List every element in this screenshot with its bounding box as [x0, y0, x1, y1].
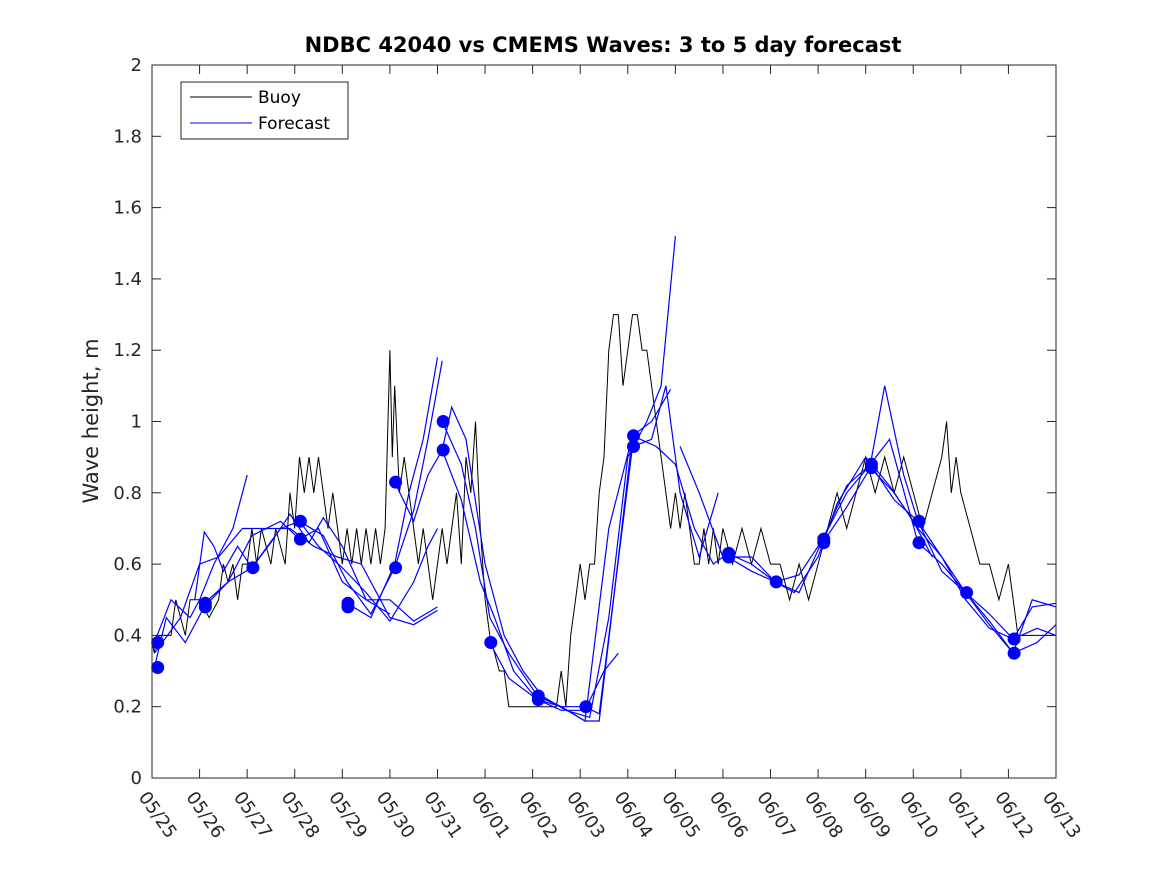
y-tick-label: 1	[131, 412, 142, 433]
forecast-marker-17	[579, 700, 593, 714]
x-tick-label: 06/12	[990, 788, 1037, 843]
x-tick-label: 06/03	[562, 788, 609, 843]
forecast-marker-11	[389, 561, 403, 575]
y-tick-label: 2	[131, 55, 142, 76]
x-tick-label: 06/10	[895, 788, 942, 843]
x-tick-label: 05/26	[181, 788, 228, 843]
forecast-marker-9	[341, 600, 355, 614]
forecast-line-14	[727, 437, 1057, 655]
x-tick-label: 06/09	[848, 788, 895, 843]
x-tick-label: 05/28	[277, 788, 324, 843]
forecast-marker-18	[627, 429, 640, 443]
legend: Buoy Forecast	[180, 81, 349, 140]
y-axis-label: Wave height, m	[79, 338, 103, 503]
y-tick-label: 0.8	[113, 483, 142, 504]
forecast-line-7	[346, 357, 439, 619]
forecast-marker-19	[627, 440, 640, 453]
x-tick-label: 06/06	[705, 788, 752, 843]
forecast-marker-10	[389, 475, 403, 489]
forecast-line-1	[153, 474, 248, 643]
forecast-marker-4	[198, 596, 212, 610]
forecast-line-4	[194, 513, 438, 622]
y-tick-label: 1.4	[113, 269, 142, 290]
y-tick-label: 1.2	[113, 340, 142, 361]
forecast-line-13	[679, 385, 1057, 640]
forecast-marker-30	[1007, 632, 1021, 646]
buoy-line	[151, 314, 1056, 708]
x-tick-label: 06/08	[800, 788, 847, 843]
forecast-marker-6	[293, 514, 307, 528]
forecast-marker-26	[864, 461, 878, 475]
forecast-marker-14	[484, 636, 498, 649]
legend-box	[180, 81, 349, 140]
forecast-marker-24	[817, 536, 831, 550]
x-tick-label: 06/13	[1038, 788, 1085, 843]
x-tick-label: 06/11	[943, 788, 990, 843]
y-tick-label: 1.8	[113, 126, 142, 147]
forecast-marker-12	[436, 415, 450, 428]
y-tick-label: 0	[131, 768, 142, 789]
forecast-marker-16	[531, 693, 545, 707]
x-tick-label: 06/04	[610, 788, 657, 843]
y-tick-label: 0.2	[113, 697, 142, 718]
plot-background	[152, 65, 1056, 778]
x-tick-label: 06/05	[657, 788, 704, 843]
forecast-marker-21	[722, 550, 736, 564]
forecast-line-15	[822, 466, 1057, 640]
legend-buoy-label: Buoy	[258, 88, 301, 108]
forecast-marker-2	[151, 661, 165, 674]
forecast-marker-31	[1007, 646, 1021, 660]
forecast-marker-29	[960, 586, 974, 600]
legend-forecast-label: Forecast	[258, 114, 330, 134]
forecast-line-9	[441, 449, 619, 711]
forecast-marker-22	[769, 575, 783, 589]
forecast-marker-27	[912, 514, 926, 528]
x-tick-label: 05/30	[372, 788, 419, 843]
x-tick-label: 05/31	[419, 788, 466, 843]
forecast-marker-1	[151, 636, 165, 649]
x-tick-label: 05/25	[134, 788, 181, 843]
forecast-marker-13	[436, 443, 450, 457]
x-tick-label: 06/02	[515, 788, 562, 843]
x-tick-label: 05/29	[324, 788, 371, 843]
forecast-marker-28	[912, 536, 926, 550]
chart-title: NDBC 42040 vs CMEMS Waves: 3 to 5 day fo…	[305, 33, 902, 57]
x-tick-label: 06/01	[467, 788, 514, 843]
y-tick-label: 1.6	[113, 198, 142, 219]
x-tick-label: 06/07	[752, 788, 799, 843]
forecast-marker-5	[246, 561, 260, 575]
y-tick-label: 0.4	[113, 625, 142, 646]
forecast-marker-7	[293, 532, 307, 546]
x-tick-label: 05/27	[229, 788, 276, 843]
y-tick-label: 0.6	[113, 554, 142, 575]
